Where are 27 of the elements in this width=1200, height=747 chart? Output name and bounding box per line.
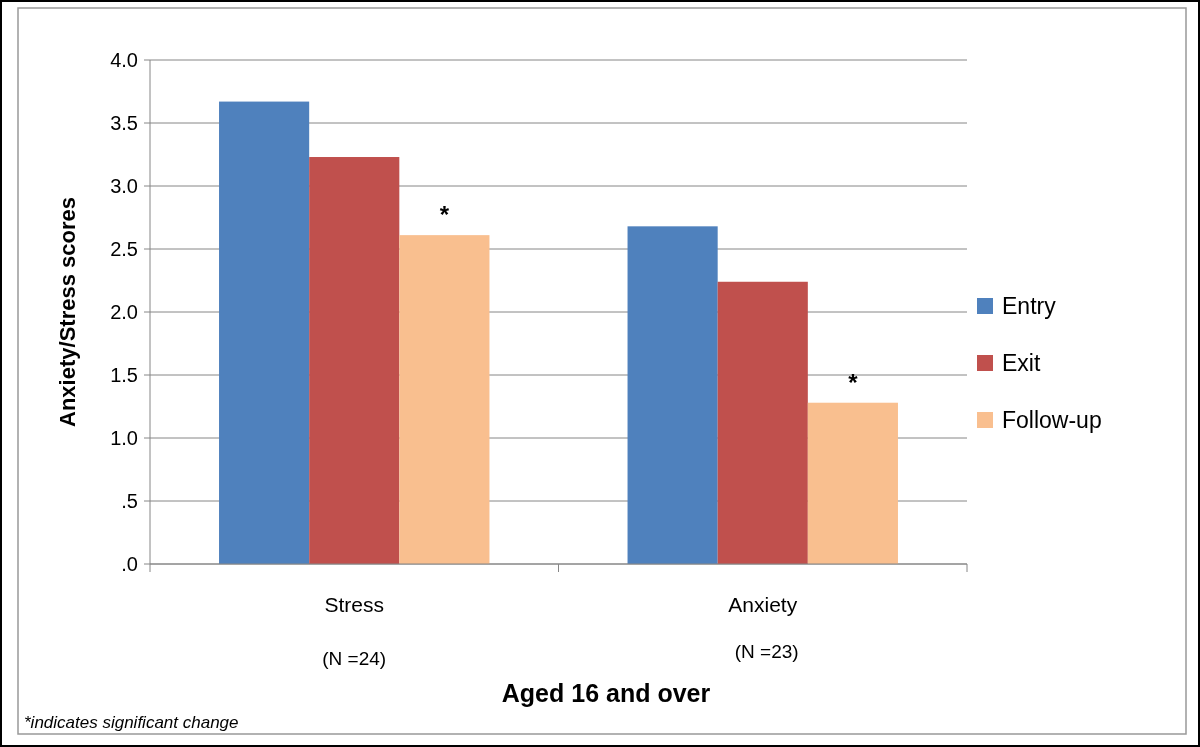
y-tick-label: 4.0 bbox=[110, 49, 138, 71]
x-tick-label: Anxiety bbox=[728, 593, 798, 616]
x-tick-label: Stress bbox=[324, 593, 385, 616]
y-tick-label: .5 bbox=[121, 490, 138, 512]
y-tick-label: 2.5 bbox=[110, 238, 138, 260]
y-tick-label: 1.0 bbox=[110, 427, 138, 449]
bar bbox=[717, 281, 808, 564]
y-tick-label: 3.0 bbox=[110, 175, 138, 197]
bar bbox=[309, 157, 400, 564]
legend-label: Exit bbox=[1002, 350, 1041, 377]
legend-label: Follow-up bbox=[1002, 407, 1102, 434]
y-axis-title: Anxiety/Stress scores bbox=[55, 197, 80, 427]
y-tick-label: 2.0 bbox=[110, 301, 138, 323]
bar bbox=[807, 402, 898, 564]
y-tick-label: 3.5 bbox=[110, 112, 138, 134]
y-tick-label: 1.5 bbox=[110, 364, 138, 386]
bar bbox=[627, 226, 718, 564]
y-tick-label: .0 bbox=[121, 553, 138, 575]
text: (N =24) bbox=[322, 648, 387, 669]
text: (N =23) bbox=[734, 641, 799, 662]
annotation: * bbox=[848, 368, 859, 396]
bar bbox=[219, 101, 310, 564]
annotation: * bbox=[439, 201, 450, 229]
bar bbox=[399, 235, 490, 564]
legend-label: Entry bbox=[1002, 293, 1057, 320]
x-axis-title: Aged 16 and over bbox=[501, 679, 711, 707]
text: *indicates significant change bbox=[24, 713, 239, 732]
